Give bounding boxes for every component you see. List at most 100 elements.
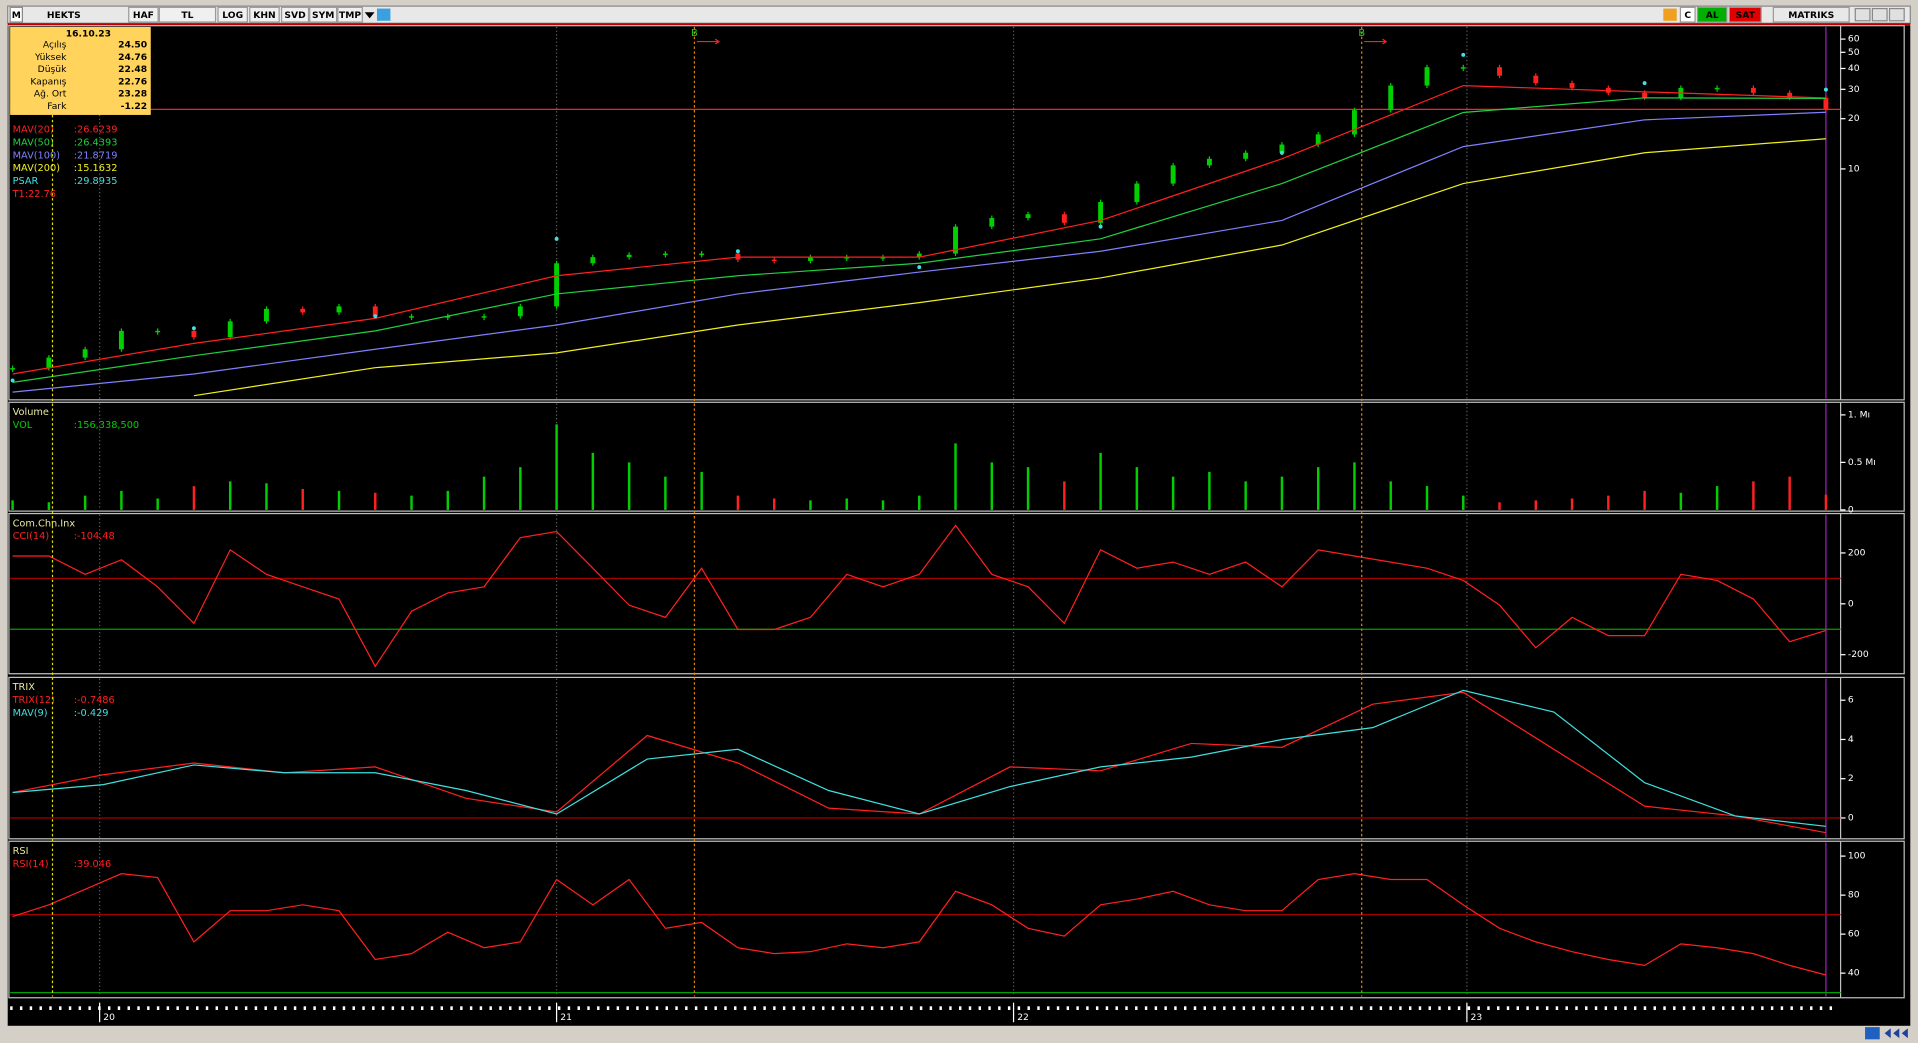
volume-bar bbox=[120, 490, 123, 510]
time-tick-dash bbox=[1056, 1006, 1060, 1010]
toolbar-right-label[interactable]: C bbox=[1684, 10, 1691, 21]
volume-bar bbox=[918, 495, 921, 510]
toolbar-button-label[interactable]: SYM bbox=[312, 10, 334, 21]
volume-bar bbox=[1353, 462, 1356, 510]
time-tick-dash bbox=[1829, 1006, 1833, 1010]
volume-bar bbox=[337, 490, 341, 510]
toolbar-button-label[interactable]: SVD bbox=[284, 10, 306, 21]
y-tick-label: 60 bbox=[1848, 929, 1860, 940]
psar-dot bbox=[1098, 224, 1103, 229]
y-tick-label: 4 bbox=[1848, 734, 1854, 745]
time-tick-dash bbox=[381, 1006, 385, 1010]
time-tick-dash bbox=[1017, 1006, 1021, 1010]
time-tick-dash bbox=[587, 1006, 590, 1010]
toolbar-right-button[interactable] bbox=[1772, 6, 1850, 23]
window-button[interactable] bbox=[1854, 7, 1871, 22]
volume-bar bbox=[1462, 495, 1465, 510]
flash-icon[interactable] bbox=[1663, 8, 1677, 21]
time-tick-dash bbox=[1154, 1006, 1158, 1010]
info-label: Düşük bbox=[38, 64, 67, 75]
time-tick-dash bbox=[900, 1006, 903, 1010]
time-tick-dash bbox=[1399, 1006, 1402, 1010]
info-value: 22.76 bbox=[118, 76, 147, 87]
time-tick-dash bbox=[1457, 1006, 1461, 1010]
time-tick-dash bbox=[284, 1006, 287, 1010]
dropdown[interactable] bbox=[364, 12, 375, 19]
time-tick-dash bbox=[1721, 1006, 1725, 1010]
toolbar-button-label[interactable]: TL bbox=[181, 10, 193, 21]
candle-body bbox=[1823, 97, 1829, 110]
time-tick-dash bbox=[1604, 1006, 1608, 1010]
info-background bbox=[10, 26, 151, 115]
panel-border bbox=[8, 512, 1905, 675]
time-tick-dash bbox=[479, 1006, 483, 1010]
toolbar-right-button[interactable] bbox=[1679, 6, 1696, 23]
time-tick-dash bbox=[1066, 1006, 1070, 1010]
y-tick-label: 0 bbox=[1848, 598, 1854, 609]
toolbar-right-button[interactable] bbox=[1696, 6, 1728, 23]
toolbar-button-label[interactable]: HAF bbox=[133, 10, 154, 21]
toolbar-button[interactable] bbox=[280, 6, 310, 23]
candle-body bbox=[82, 349, 88, 358]
candle-body bbox=[336, 306, 342, 313]
time-tick-dash bbox=[1105, 1006, 1109, 1010]
toolbar-right-label[interactable]: MATRIKS bbox=[1788, 10, 1834, 21]
toolbar-button-label[interactable]: KHN bbox=[253, 10, 275, 21]
volume-bar bbox=[1643, 490, 1646, 510]
time-tick-dash bbox=[714, 1006, 717, 1010]
y-tick-label: 0.5 Mı bbox=[1848, 457, 1876, 468]
time-tick-dash bbox=[636, 1006, 639, 1010]
time-axis: 20 21 22 23 bbox=[10, 1002, 1833, 1023]
toolbar-button[interactable] bbox=[217, 6, 248, 23]
candle-body bbox=[1497, 67, 1502, 76]
time-tick-dash bbox=[910, 1006, 913, 1010]
window-button[interactable] bbox=[1871, 7, 1888, 22]
toolbar-right-label[interactable]: SAT bbox=[1736, 10, 1756, 21]
time-tick-dash bbox=[1536, 1006, 1539, 1010]
info-value: 24.50 bbox=[118, 40, 147, 51]
volume-bar bbox=[1135, 467, 1139, 510]
volume-bar bbox=[1679, 492, 1683, 510]
status-bar bbox=[7, 1025, 1911, 1041]
info-box: 16.10.23 Açılış 24.50 Yüksek 24.76 Düşük 22.4… bbox=[10, 26, 151, 115]
toolbar-items: M HEKTS HAF TL LOG KHN SVD SYM TMP C AL SAT MATRIKS bbox=[9, 6, 1905, 23]
time-tick-dash bbox=[518, 1006, 522, 1010]
toolbar-button[interactable] bbox=[128, 6, 159, 23]
time-tick-dash bbox=[342, 1006, 346, 1010]
time-tick-dash bbox=[763, 1006, 766, 1010]
time-tick-dash bbox=[10, 1006, 13, 1010]
chart-area bbox=[7, 25, 1911, 1026]
toolbar-button[interactable] bbox=[309, 6, 338, 23]
candle-body bbox=[1533, 75, 1539, 84]
volume-bar bbox=[410, 495, 413, 510]
toolbar-right-label[interactable]: AL bbox=[1706, 10, 1719, 21]
candle-body bbox=[1098, 202, 1104, 223]
time-tick-dash bbox=[1232, 1006, 1236, 1010]
toolbar-button-label[interactable]: LOG bbox=[222, 10, 243, 21]
refresh-icon[interactable] bbox=[1865, 1027, 1880, 1040]
value-axis: 10 20 30 40 50 60 bbox=[1840, 34, 1860, 174]
time-tick-dash bbox=[528, 1006, 532, 1010]
toolbar-button-label[interactable]: TMP bbox=[339, 10, 361, 21]
toolbar-button[interactable] bbox=[158, 6, 217, 23]
window-button[interactable] bbox=[1888, 7, 1905, 22]
time-tick-dash bbox=[743, 1006, 747, 1010]
toolbar-button[interactable] bbox=[337, 6, 363, 23]
y-tick-label: 6 bbox=[1848, 695, 1854, 706]
candle-body bbox=[372, 306, 378, 317]
time-tick-dash bbox=[1575, 1006, 1578, 1010]
legend-readout: :-0.429 bbox=[74, 708, 109, 719]
share-icon[interactable] bbox=[376, 8, 391, 21]
time-tick-dash bbox=[1780, 1006, 1784, 1010]
time-tick-dash bbox=[1790, 1006, 1793, 1010]
toolbar-right-button[interactable] bbox=[1728, 6, 1762, 23]
y-tick-label: 60 bbox=[1848, 34, 1860, 45]
indicator-line bbox=[12, 873, 1827, 976]
y-tick-label: -200 bbox=[1848, 649, 1869, 660]
toolbar-button[interactable] bbox=[249, 6, 280, 23]
candle-body bbox=[1170, 165, 1176, 184]
time-tick-dash bbox=[1350, 1006, 1353, 1010]
scroll-arrows[interactable] bbox=[1884, 1028, 1908, 1039]
time-tick-dash bbox=[489, 1006, 492, 1010]
